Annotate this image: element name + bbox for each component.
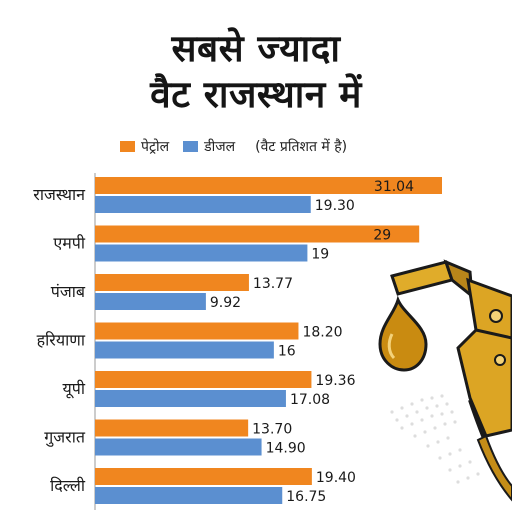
category-label: गुजरात bbox=[44, 428, 86, 448]
bar-diesel bbox=[95, 341, 274, 359]
category-label: हरियाणा bbox=[37, 331, 86, 350]
bar-diesel bbox=[95, 196, 311, 213]
data-label: 19 bbox=[311, 247, 329, 263]
data-label: 29 bbox=[373, 228, 391, 244]
legend: पेट्रोल डीजल (वैट प्रतिशत में है) bbox=[120, 136, 347, 156]
bar-diesel bbox=[95, 438, 262, 456]
data-label: 19.40 bbox=[316, 470, 356, 486]
chart-title: सबसे ज्यादा वैट राजस्थान में bbox=[0, 26, 512, 118]
data-label: 19.30 bbox=[315, 198, 355, 214]
data-label: 18.20 bbox=[302, 325, 342, 341]
bar-petrol bbox=[95, 274, 249, 291]
legend-label-petrol: पेट्रोल bbox=[141, 138, 170, 155]
data-label: 13.77 bbox=[253, 276, 293, 292]
category-label: राजस्थान bbox=[33, 185, 86, 204]
data-label: 16.75 bbox=[286, 489, 326, 505]
legend-note: (वैट प्रतिशत में है) bbox=[255, 138, 348, 155]
legend-label-diesel: डीजल bbox=[204, 138, 236, 155]
bar-petrol bbox=[95, 371, 312, 388]
title-line-1: सबसे ज्यादा bbox=[171, 27, 341, 70]
bar-diesel bbox=[95, 244, 308, 262]
data-label: 17.08 bbox=[290, 392, 330, 408]
category-label: दिल्ली bbox=[50, 476, 86, 495]
bar-petrol bbox=[95, 225, 420, 243]
data-label: 31.04 bbox=[374, 179, 414, 195]
bar-petrol bbox=[95, 322, 299, 340]
bar-petrol bbox=[95, 468, 312, 485]
bar-petrol bbox=[95, 177, 442, 194]
bar-diesel bbox=[95, 390, 286, 407]
data-label: 9.92 bbox=[210, 295, 241, 311]
category-label: एमपी bbox=[53, 234, 86, 253]
category-label: पंजाब bbox=[51, 282, 86, 301]
data-label: 14.90 bbox=[266, 441, 306, 457]
bar-diesel bbox=[95, 487, 283, 504]
bar-petrol bbox=[95, 419, 249, 437]
title-line-2: वैट राजस्थान में bbox=[150, 73, 362, 116]
category-label: यूपी bbox=[62, 379, 85, 399]
data-label: 13.70 bbox=[252, 422, 292, 438]
data-label: 19.36 bbox=[315, 373, 355, 389]
legend-swatch-petrol bbox=[120, 140, 135, 152]
fuel-nozzle-icon bbox=[378, 259, 512, 502]
data-label: 16 bbox=[278, 344, 296, 360]
bar-diesel bbox=[95, 293, 206, 310]
legend-swatch-diesel bbox=[183, 140, 199, 152]
